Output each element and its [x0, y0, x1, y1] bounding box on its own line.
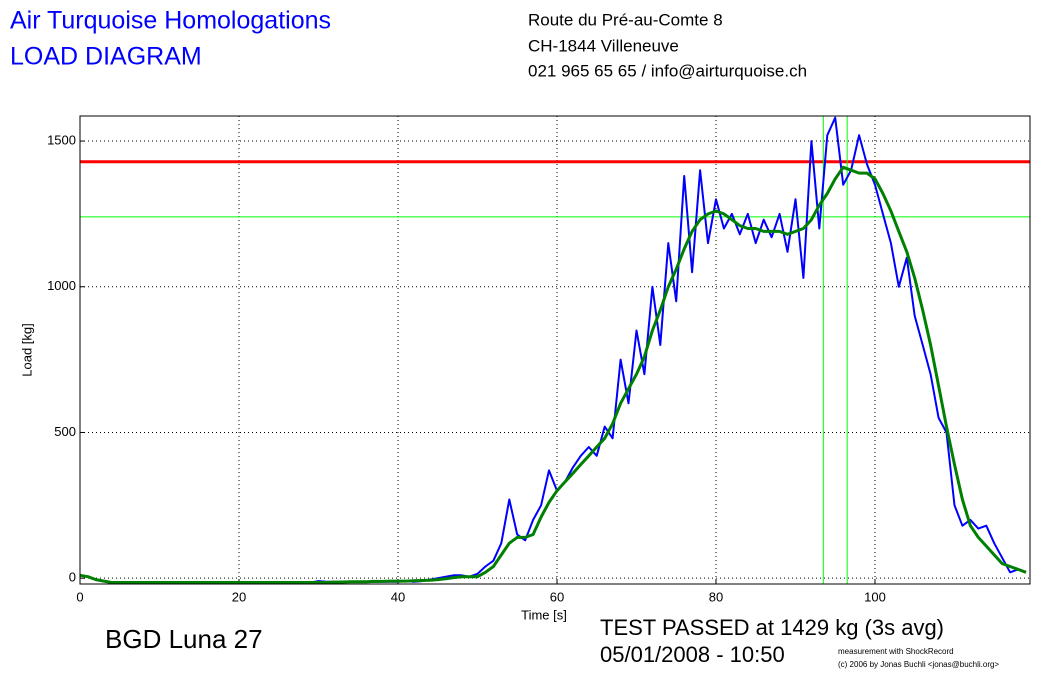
- y-tick-label: 1500: [47, 132, 76, 147]
- x-tick-label: 100: [864, 589, 886, 604]
- plot-area: [80, 116, 1030, 584]
- date: 05/01/2008 - 10:50: [600, 642, 785, 667]
- credit: measurement with ShockRecord: [838, 647, 954, 656]
- x-axis-label: Time [s]: [521, 607, 567, 622]
- y-tick-label: 500: [54, 424, 76, 439]
- subtitle: LOAD DIAGRAM: [10, 43, 202, 71]
- title: Air Turquoise Homologations: [10, 7, 331, 35]
- y-axis-label: Load [kg]: [19, 323, 34, 377]
- result: TEST PASSED at 1429 kg (3s avg): [600, 615, 944, 640]
- credit: (c) 2006 by Jonas Buchli <jonas@buchli.o…: [838, 660, 999, 669]
- plot-frame: [79, 115, 1031, 585]
- y-tick-label: 0: [69, 570, 76, 585]
- address-line: 021 965 65 65 / info@airturquoise.ch: [528, 61, 807, 80]
- x-tick-label: 60: [550, 589, 564, 604]
- x-tick-label: 0: [76, 589, 83, 604]
- x-tick-label: 80: [709, 589, 723, 604]
- series-line: [79, 165, 1027, 584]
- y-tick-label: 1000: [47, 278, 76, 293]
- x-tick-label: 20: [232, 589, 246, 604]
- address-line: CH-1844 Villeneuve: [528, 36, 679, 55]
- address-line: Route du Pré-au-Comte 8: [528, 10, 723, 29]
- model: BGD Luna 27: [105, 624, 263, 654]
- x-tick-label: 40: [391, 589, 405, 604]
